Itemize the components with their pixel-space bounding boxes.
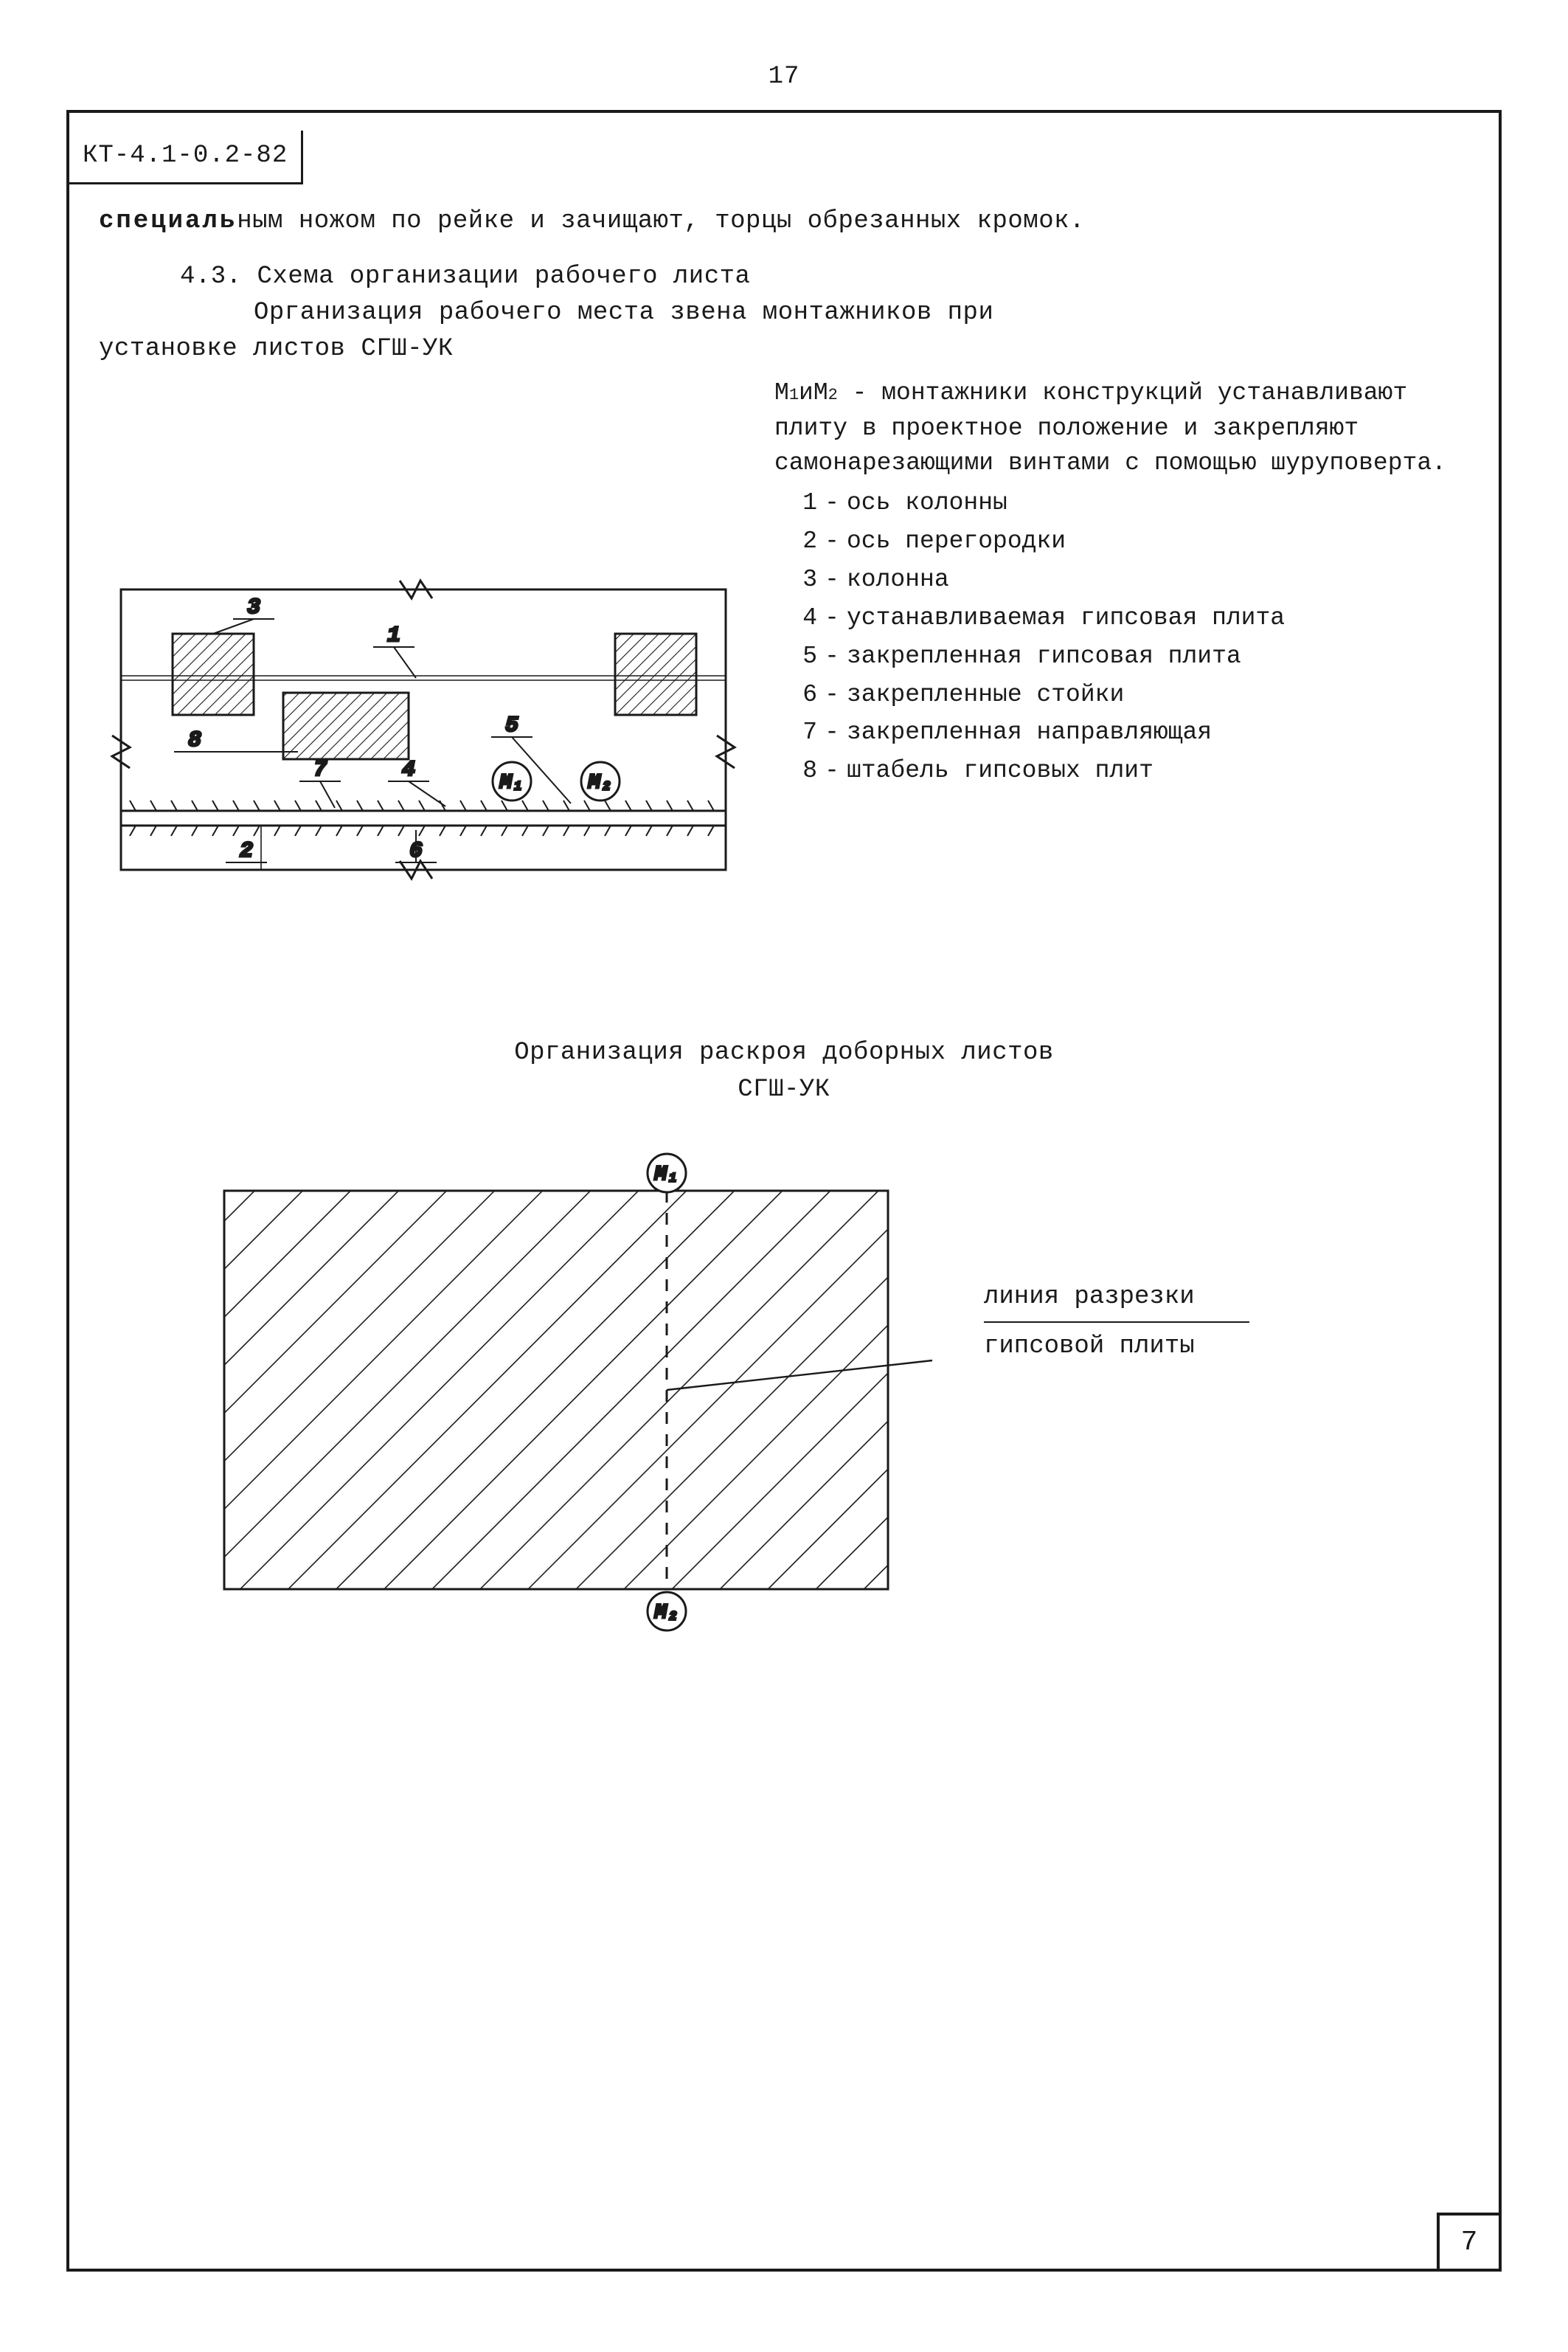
legend-item: 2-ось перегородки (774, 524, 1469, 559)
fig2-label-divider (984, 1321, 1249, 1323)
m-text: - монтажники конструкций устанавливают п… (774, 379, 1446, 477)
legend-item: 3-колонна (774, 562, 1469, 598)
line-4-3-a: Организация рабочего места звена монтажн… (99, 295, 1469, 331)
svg-text:M₁: M₁ (499, 772, 524, 795)
document-code-box: КТ-4.1-0.2-82 (67, 131, 303, 184)
legend-item: 8-штабель гипсовых плит (774, 753, 1469, 789)
line1-rest: ным ножом по рейке и зачищают, торцы обр… (237, 207, 1085, 235)
legend-number: 7 (774, 715, 817, 750)
m-sub1: 1 (789, 386, 799, 404)
legend-text: закрепленная направляющая (847, 715, 1469, 750)
page-number-bottom: 7 (1461, 2222, 1478, 2263)
m-lead: М (774, 379, 789, 407)
legend-number: 6 (774, 677, 817, 713)
legend-number: 2 (774, 524, 817, 559)
svg-text:3: 3 (247, 595, 260, 620)
subtitle-line2: СГШ-УК (99, 1072, 1469, 1108)
legend-number: 8 (774, 753, 817, 789)
legend-text: закрепленная гипсовая плита (847, 639, 1469, 674)
figure1-row: M₁M₂13547826 М1иМ2 - монтажники конструк… (99, 376, 1469, 903)
subtitle-line1: Организация раскроя доборных листов (99, 1035, 1469, 1071)
figure1-container: M₁M₂13547826 (99, 376, 748, 903)
svg-text:M₂: M₂ (587, 772, 613, 795)
legend-dash: - (823, 485, 841, 521)
fig2-label-line2: гипсовой плиты (984, 1329, 1469, 1365)
figure2-row: M₁ M₂ линия разрезки гипсовой плиты (99, 1146, 1469, 1659)
svg-text:4: 4 (402, 758, 415, 783)
section-4-3: 4.3. Схема организации рабочего листа Ор… (99, 259, 1469, 368)
legend-number: 1 (774, 485, 817, 521)
legend-number: 4 (774, 601, 817, 636)
m-mid: иМ (799, 379, 828, 407)
line-4-3: 4.3. Схема организации рабочего листа (99, 259, 1469, 295)
page-number-top: 17 (66, 59, 1502, 95)
annotation-m1-m2: М1иМ2 - монтажники конструкций устанавли… (774, 376, 1469, 482)
legend-item: 1-ось колонны (774, 485, 1469, 521)
legend-dash: - (823, 524, 841, 559)
legend-dash: - (823, 677, 841, 713)
legend-dash: - (823, 562, 841, 598)
legend-dash: - (823, 753, 841, 789)
svg-text:1: 1 (387, 623, 400, 648)
svg-text:5: 5 (505, 713, 518, 739)
subtitle: Организация раскроя доборных листов СГШ-… (99, 1035, 1469, 1108)
page-number-bottom-box: 7 (1437, 2213, 1502, 2272)
legend-text: колонна (847, 562, 1469, 598)
svg-text:M₁: M₁ (653, 1163, 679, 1186)
legend-text: ось перегородки (847, 524, 1469, 559)
figure2-svg: M₁ M₂ (202, 1146, 954, 1648)
legend-text: устанавливаемая гипсовая плита (847, 601, 1469, 636)
legend-item: 4-устанавливаемая гипсовая плита (774, 601, 1469, 636)
legend-dash: - (823, 601, 841, 636)
legend-list: 1-ось колонны2-ось перегородки3-колонна4… (774, 485, 1469, 789)
m-sub2: 2 (828, 386, 838, 404)
legend-text: штабель гипсовых плит (847, 753, 1469, 789)
legend-dash: - (823, 715, 841, 750)
bold-lead: специаль (99, 207, 237, 235)
fig2-label-line1: линия разрезки (984, 1279, 1469, 1315)
page-frame: КТ-4.1-0.2-82 специальным ножом по рейке… (66, 110, 1502, 2272)
line-4-3-b: установке листов СГШ-УК (99, 335, 454, 363)
legend-number: 3 (774, 562, 817, 598)
sheet: 17 КТ-4.1-0.2-82 специальным ножом по ре… (0, 0, 1568, 2352)
figure1-svg: M₁M₂13547826 (99, 567, 748, 892)
paragraph-continuation: специальным ножом по рейке и зачищают, т… (99, 204, 1469, 240)
figure2-label: линия разрезки гипсовой плиты (984, 1146, 1469, 1366)
legend-text: ось колонны (847, 485, 1469, 521)
svg-text:M₂: M₂ (653, 1602, 679, 1625)
svg-text:8: 8 (188, 728, 201, 753)
legend-number: 5 (774, 639, 817, 674)
figure1-legend: М1иМ2 - монтажники конструкций устанавли… (774, 376, 1469, 792)
legend-dash: - (823, 639, 841, 674)
legend-item: 5-закрепленная гипсовая плита (774, 639, 1469, 674)
legend-item: 7-закрепленная направляющая (774, 715, 1469, 750)
legend-item: 6-закрепленные стойки (774, 677, 1469, 713)
figure2-container: M₁ M₂ (202, 1146, 954, 1659)
legend-text: закрепленные стойки (847, 677, 1469, 713)
svg-text:7: 7 (313, 758, 327, 783)
svg-text:2: 2 (240, 839, 253, 864)
